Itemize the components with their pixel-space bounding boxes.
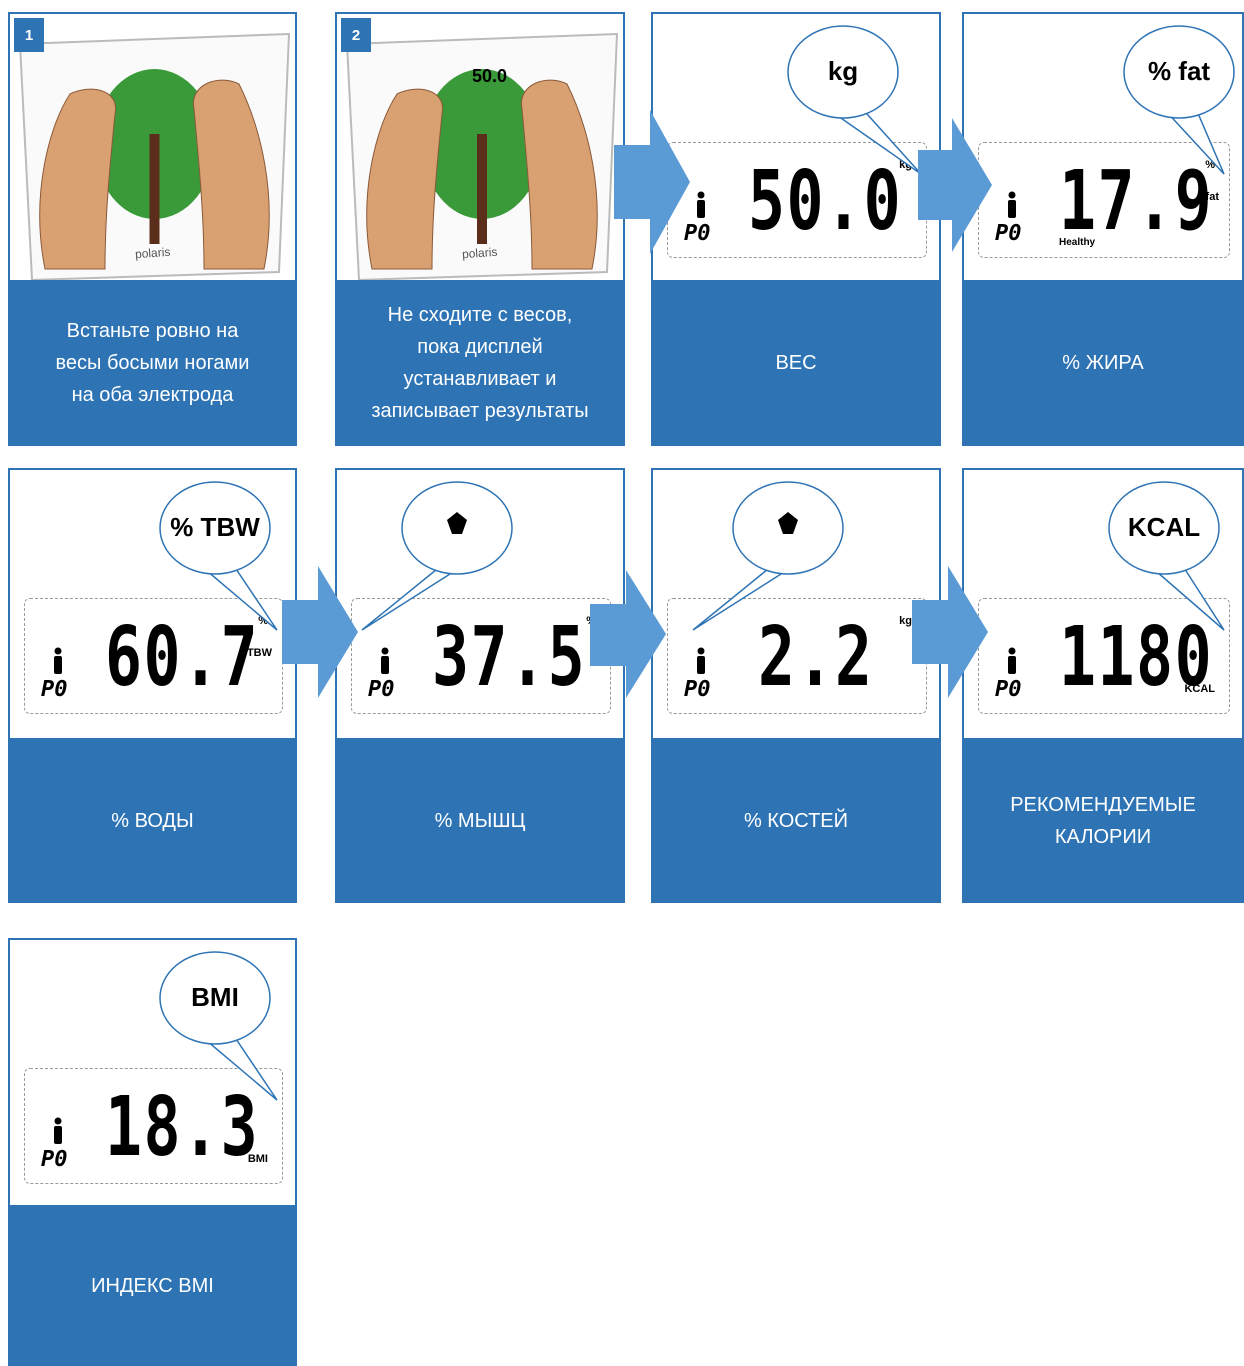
speech-bubble: [10, 940, 295, 1207]
speech-bubble: [964, 14, 1242, 282]
brand: polaris: [462, 245, 498, 261]
caption: РЕКОМЕНДУЕМЫЕ КАЛОРИИ: [962, 738, 1244, 903]
speech-bubble: [964, 470, 1242, 740]
bubble-text: BMI: [160, 982, 270, 1013]
caption: Встаньте ровно на весы босыми ногами на …: [8, 280, 297, 446]
caption: % МЫШЦ: [335, 738, 625, 903]
bubble-text: % TBW: [160, 512, 270, 543]
card: 2 polaris 50.0 Не сходите с весов, пока дис…: [335, 12, 625, 446]
card-image: 1 polaris: [10, 14, 295, 282]
caption: Не сходите с весов, пока дисплей устанав…: [335, 280, 625, 446]
scale-illustration: [337, 14, 623, 282]
caption: ИНДЕКС BMI: [8, 1205, 297, 1366]
page: (() => { const data = JSON.parse(documen…: [0, 0, 1244, 1366]
scale-illustration: [10, 14, 295, 282]
card: P037.5%% МЫШЦ: [335, 468, 625, 903]
badge: 2: [341, 18, 371, 52]
bubble-text: % fat: [1124, 56, 1234, 87]
speech-bubble: [10, 470, 295, 740]
speech-bubble: [653, 14, 939, 282]
bubble-text: KCAL: [1109, 512, 1219, 543]
caption: % ВОДЫ: [8, 738, 297, 903]
speech-bubble: [653, 470, 939, 740]
bubble-text: kg: [788, 56, 898, 87]
caption: % КОСТЕЙ: [651, 738, 941, 903]
scale-reading: 50.0: [472, 66, 507, 87]
badge: 1: [14, 18, 44, 52]
brand: polaris: [134, 245, 170, 261]
speech-bubble: [337, 470, 623, 740]
trunk: [477, 134, 487, 244]
caption: ВЕС: [651, 280, 941, 446]
trunk: [150, 134, 160, 244]
card-image: 2 polaris 50.0: [337, 14, 623, 282]
card: 1 polaris Встаньте ровно на весы босыми но…: [8, 12, 297, 446]
caption: % ЖИРА: [962, 280, 1244, 446]
